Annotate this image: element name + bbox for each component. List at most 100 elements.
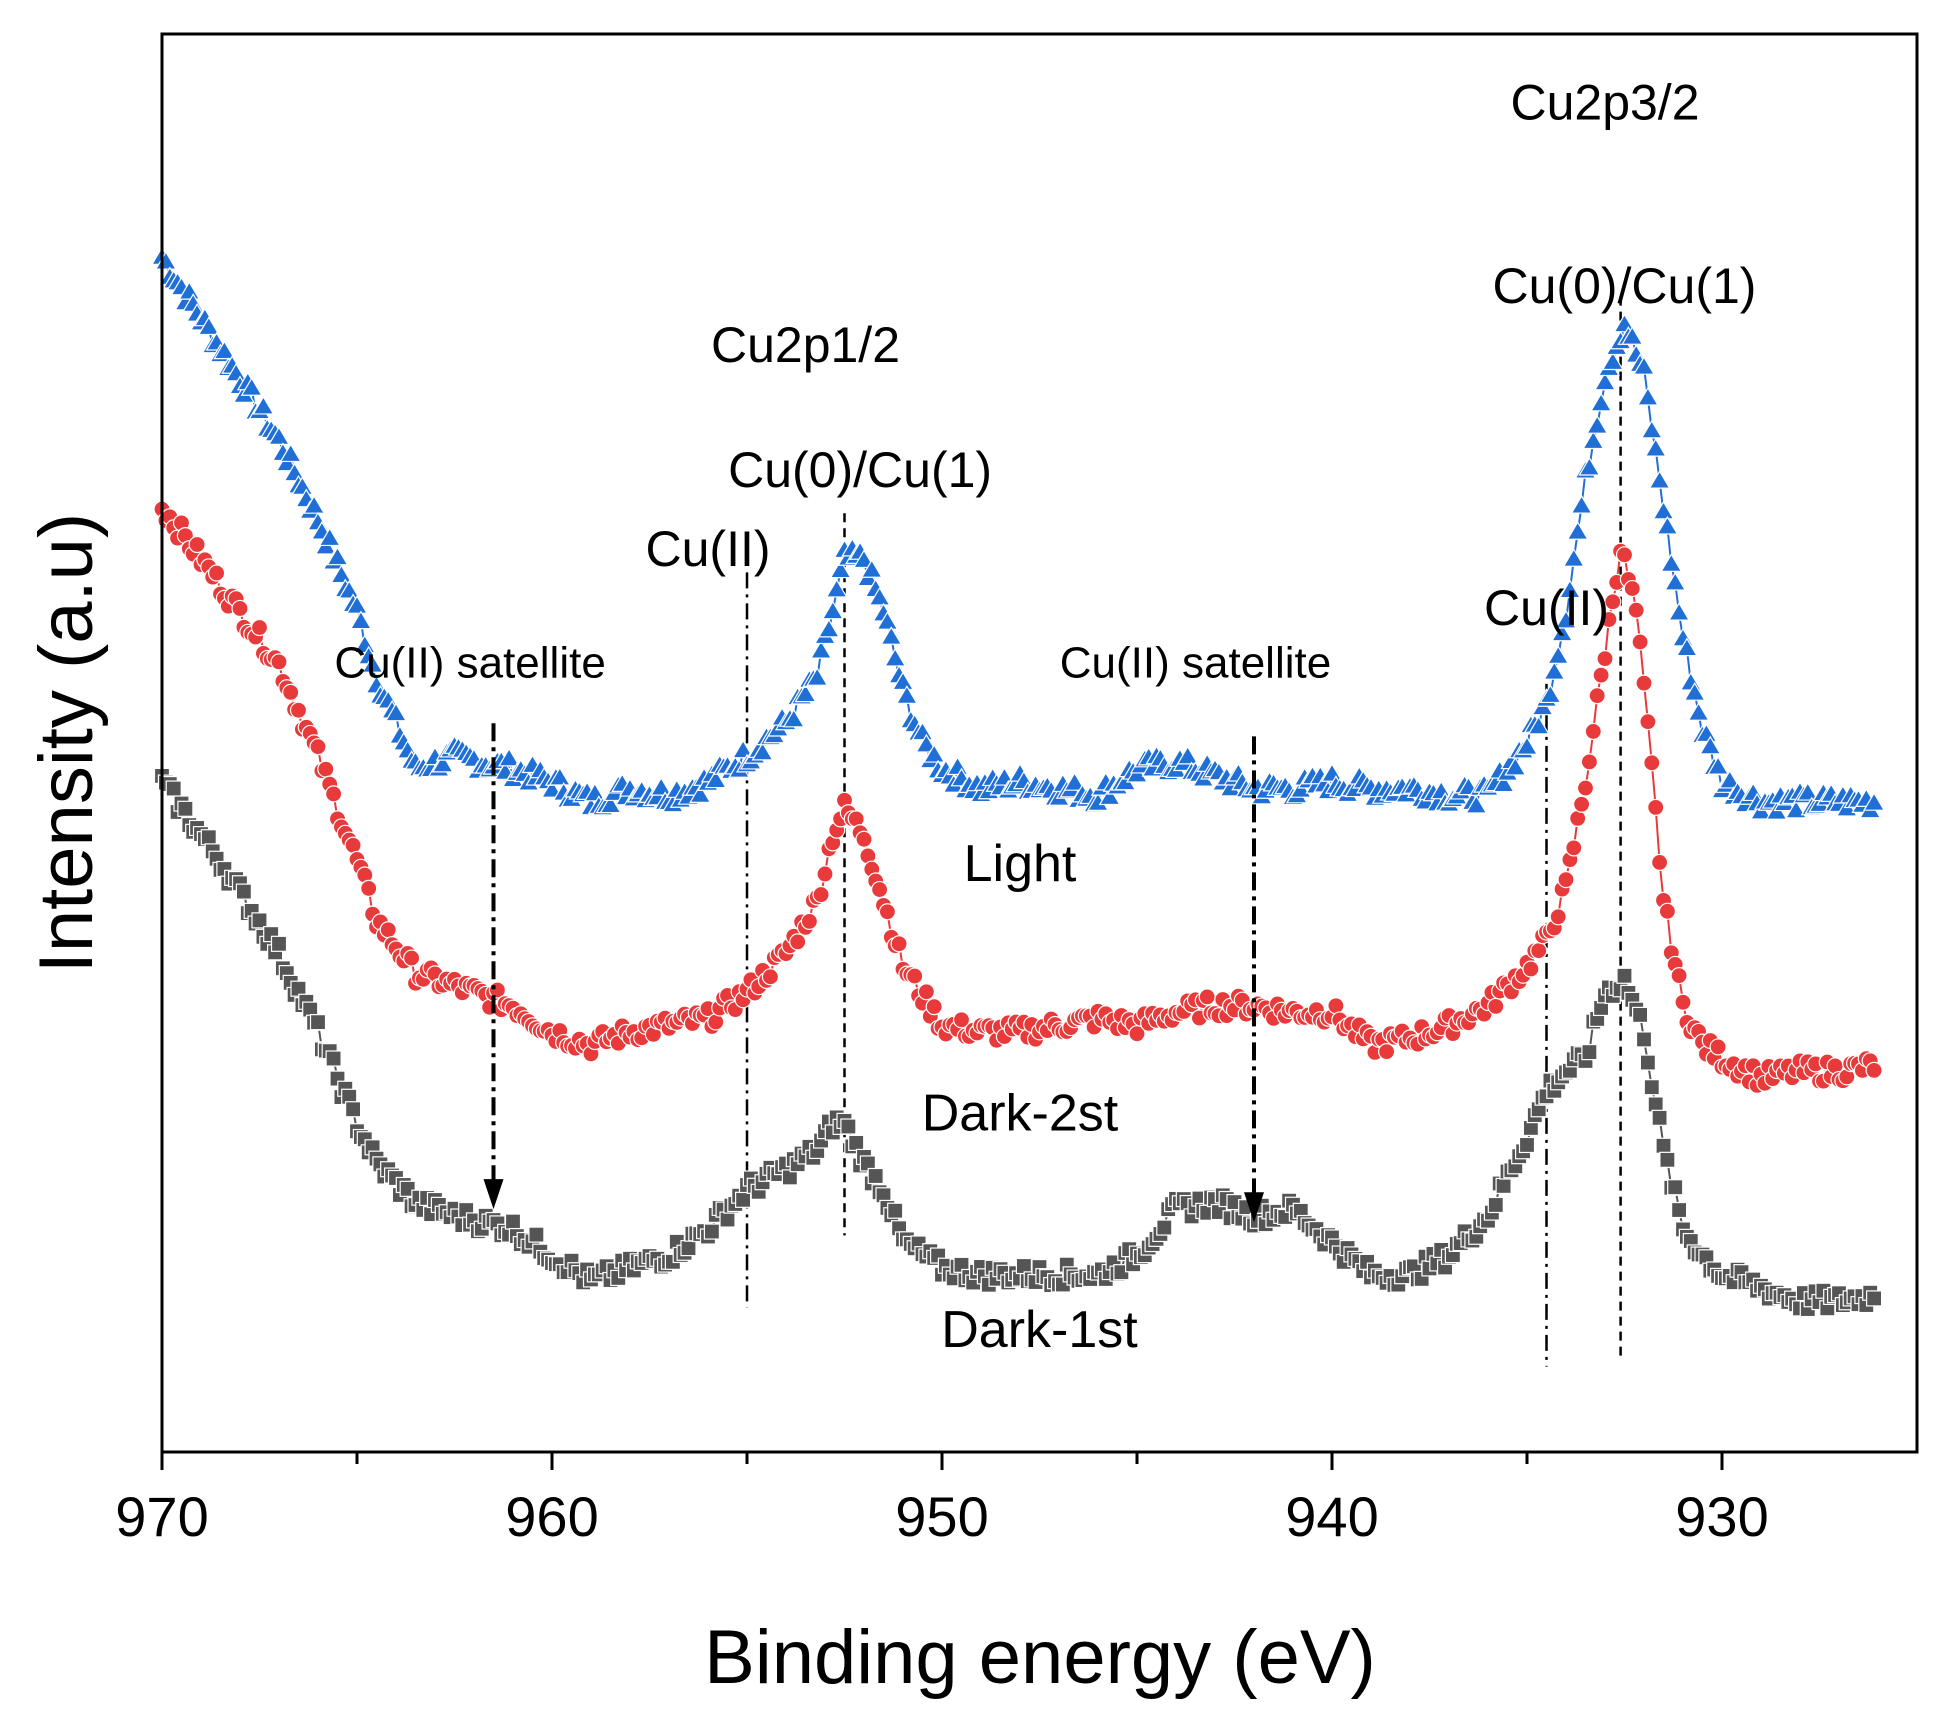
- data-point: [188, 535, 206, 554]
- data-point: [816, 865, 834, 883]
- data-point: [825, 578, 848, 598]
- data-point: [1063, 771, 1086, 791]
- data-point: [906, 967, 924, 985]
- data-point: [1636, 386, 1659, 406]
- data-point: [719, 1211, 736, 1228]
- data-point: [275, 452, 298, 472]
- x-axis-ticks: 970 960 950 940 930: [115, 1452, 1769, 1548]
- data-point: [870, 880, 889, 899]
- data-point: [325, 1050, 342, 1067]
- data-point: [289, 701, 308, 719]
- data-point: [1539, 684, 1562, 704]
- arrow-head: [1244, 1192, 1264, 1223]
- data-point: [283, 462, 306, 482]
- data-point: [1504, 756, 1527, 776]
- data-point: [270, 935, 288, 952]
- x-tick-label: 960: [505, 1485, 598, 1548]
- data-point: [925, 998, 943, 1016]
- x-axis-title: Binding energy (eV): [704, 1615, 1376, 1700]
- data-point: [178, 280, 201, 300]
- data-point: [1572, 795, 1591, 813]
- data-point: [200, 829, 217, 846]
- data-point: [852, 549, 876, 569]
- data-point: [1576, 779, 1595, 797]
- data-point: [540, 779, 564, 798]
- data-point: [270, 653, 288, 671]
- data-point: [1156, 1219, 1173, 1236]
- data-point: [1613, 313, 1636, 333]
- data-point: [528, 1226, 545, 1243]
- data-point: [884, 647, 907, 667]
- data-point: [1592, 666, 1610, 684]
- data-point: [1590, 392, 1613, 412]
- data-point: [318, 527, 341, 547]
- data-point: [751, 741, 774, 761]
- data-point: [1465, 794, 1488, 814]
- data-point: [361, 654, 384, 673]
- data-point: [734, 1191, 752, 1208]
- data-point: [810, 639, 833, 659]
- data-point: [240, 377, 263, 396]
- data-point: [1631, 1006, 1649, 1024]
- data-point: [1198, 988, 1216, 1006]
- series-light: [150, 246, 1886, 820]
- data-point: [1660, 553, 1683, 572]
- data-point: [1659, 1151, 1676, 1168]
- data-point: [1621, 326, 1644, 345]
- annotation-cu-ii: Cu(II): [1484, 580, 1609, 636]
- data-point: [231, 599, 249, 618]
- data-point: [344, 836, 362, 854]
- data-point: [1670, 966, 1688, 985]
- data-point: [1668, 601, 1691, 621]
- data-point: [911, 721, 934, 741]
- data-point: [880, 626, 903, 645]
- data-point: [1518, 1136, 1536, 1154]
- data-point: [1644, 437, 1667, 457]
- data-point: [1554, 609, 1578, 629]
- data-point: [431, 753, 454, 773]
- data-point: [1566, 521, 1589, 540]
- data-point: [252, 395, 275, 415]
- annotation-cu-ii: Cu(II): [646, 521, 771, 577]
- data-point: [1547, 645, 1570, 665]
- data-point: [1647, 798, 1665, 817]
- data-point: [1863, 792, 1886, 811]
- data-point: [1643, 1079, 1660, 1096]
- data-point: [876, 611, 899, 630]
- data-point: [1565, 839, 1583, 857]
- data-point: [1718, 769, 1741, 789]
- data-point: [1543, 661, 1566, 680]
- data-point: [800, 912, 819, 930]
- data-point: [821, 600, 844, 620]
- data-point: [309, 1014, 327, 1031]
- data-point: [1647, 1096, 1664, 1113]
- data-point: [303, 495, 326, 514]
- data-point: [1530, 942, 1548, 960]
- data-point: [1492, 773, 1515, 793]
- data-point: [309, 738, 327, 756]
- data-point: [1562, 548, 1585, 567]
- data-point: [282, 683, 300, 701]
- data-point: [1664, 571, 1687, 591]
- data-point: [1695, 723, 1718, 743]
- x-tick-label: 950: [895, 1485, 988, 1548]
- data-point: [1320, 763, 1344, 782]
- data-point: [317, 760, 335, 778]
- data-point: [1709, 1038, 1727, 1056]
- data-point: [267, 426, 291, 446]
- data-point: [789, 933, 807, 951]
- data-point: [782, 708, 805, 728]
- data-point: [868, 586, 891, 606]
- y-axis-title: Intensity (a.u): [24, 513, 109, 973]
- data-point: [349, 610, 372, 630]
- data-point: [1600, 610, 1618, 629]
- x-tick-label: 970: [115, 1485, 208, 1548]
- data-point: [689, 784, 712, 803]
- data-point: [867, 1167, 884, 1185]
- data-point: [952, 1011, 971, 1029]
- data-point: [1655, 1137, 1672, 1154]
- annotation-cu2p3-2: Cu2p3/2: [1510, 74, 1699, 130]
- x-tick-label: 930: [1675, 1485, 1768, 1548]
- data-point: [1588, 687, 1606, 705]
